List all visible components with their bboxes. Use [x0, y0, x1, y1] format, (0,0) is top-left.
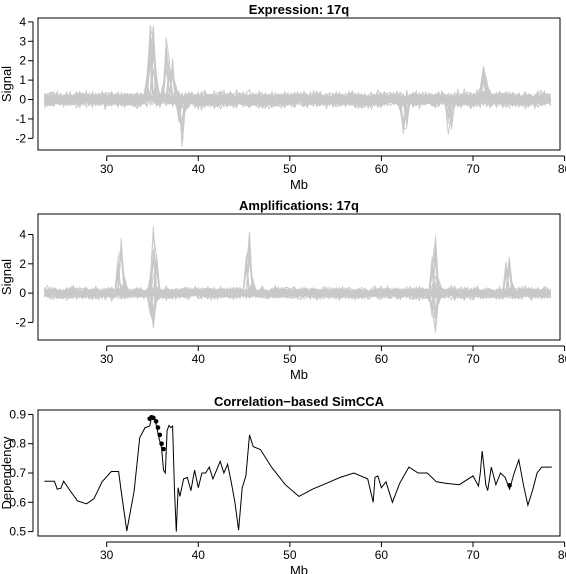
x-tick-label: 30	[100, 352, 114, 366]
profile-line	[43, 25, 552, 122]
marker-point	[157, 432, 163, 438]
y-tick-label: 4	[19, 15, 26, 29]
x-axis: 30 40 50 60 70 80	[100, 155, 566, 176]
panel-amplifications: Amplifications: 17q 30 40 50 60 70 80 Mb -2 0 2 4 Si…	[0, 198, 566, 382]
y-tick-label: 0.9	[9, 407, 26, 421]
profile-line	[43, 37, 552, 125]
x-tick-label: 60	[375, 162, 389, 176]
x-tick-label: 50	[283, 162, 297, 176]
panel-expression: Expression: 17q 30 40 50 60 70 80 Mb -2 -1 0 1 2 3 4 Si…	[0, 2, 566, 192]
x-tick-label: 50	[283, 548, 297, 562]
x-tick-label: 70	[466, 162, 480, 176]
y-tick-label: 0.7	[9, 466, 26, 480]
x-axis: 30 40 50 60 70 80	[100, 345, 566, 366]
x-axis: 30 40 50 60 70 80	[100, 541, 566, 562]
y-tick-label: 0.8	[9, 437, 26, 451]
x-tick-label: 40	[192, 162, 206, 176]
chart-title: Correlation−based SimCCA	[214, 394, 385, 409]
x-tick-label: 80	[558, 162, 566, 176]
y-tick-label: -1	[15, 112, 26, 126]
x-tick-label: 30	[100, 162, 114, 176]
x-tick-label: 70	[466, 352, 480, 366]
plot-area	[43, 226, 552, 333]
profile-line	[43, 32, 552, 116]
profile-line	[44, 25, 551, 143]
y-tick-label: 2	[19, 257, 26, 271]
y-axis-label: Signal	[0, 259, 14, 295]
x-axis-label: Mb	[290, 177, 308, 192]
plot-area	[43, 25, 552, 147]
y-tick-label: 0.5	[9, 525, 26, 539]
x-tick-label: 40	[192, 352, 206, 366]
profile-line	[44, 40, 552, 120]
marker-point	[151, 415, 156, 421]
profile-line	[44, 59, 552, 117]
y-tick-label: 1	[19, 73, 26, 87]
series-line-0	[44, 416, 552, 532]
y-tick-label: 0	[19, 93, 26, 107]
profile-line	[44, 57, 551, 123]
plot-frame	[37, 17, 561, 151]
profile-line	[44, 66, 551, 115]
profile-line	[44, 275, 551, 301]
marker-point	[155, 425, 161, 430]
marker-point	[153, 419, 159, 424]
y-axis: -2 0 2 4	[15, 228, 34, 329]
y-axis: -2 -1 0 1 2 3 4	[15, 15, 34, 145]
profile-line	[44, 30, 552, 147]
x-tick-label: 60	[375, 352, 389, 366]
y-axis-label: Signal	[0, 66, 14, 102]
x-tick-label: 80	[558, 352, 566, 366]
plot-frame	[37, 213, 561, 341]
y-tick-label: 0.6	[9, 495, 26, 509]
plot-area	[44, 415, 552, 532]
profile-line	[44, 26, 552, 121]
y-axis-label: Dependency	[0, 436, 14, 509]
y-tick-label: -2	[15, 315, 26, 329]
x-tick-label: 80	[558, 548, 566, 562]
y-tick-label: 3	[19, 34, 26, 48]
profile-line	[43, 39, 551, 126]
y-axis: 0.5 0.6 0.7 0.8 0.9	[9, 407, 34, 539]
x-tick-label: 30	[100, 548, 114, 562]
y-tick-label: 0	[19, 286, 26, 300]
marker-point	[507, 483, 512, 488]
profile-line	[44, 40, 551, 130]
x-tick-label: 50	[283, 352, 297, 366]
x-tick-label: 60	[375, 548, 389, 562]
y-tick-label: -2	[15, 131, 26, 145]
panel-simcca: Correlation−based SimCCA 30 40 50 60 70 80 Mb 0.…	[0, 394, 566, 574]
x-tick-label: 70	[466, 548, 480, 562]
y-tick-label: 2	[19, 54, 26, 68]
profile-line	[43, 231, 552, 314]
profile-line	[44, 237, 551, 315]
chart-title: Amplifications: 17q	[239, 198, 359, 213]
profile-line	[44, 238, 552, 324]
x-axis-label: Mb	[290, 563, 308, 574]
chart-title: Expression: 17q	[249, 2, 349, 17]
profile-line	[43, 47, 551, 135]
plot-frame	[37, 409, 561, 537]
y-tick-label: 4	[19, 228, 26, 242]
profile-line	[44, 33, 552, 123]
marker-point	[161, 446, 166, 452]
marker-point	[159, 441, 164, 447]
x-tick-label: 40	[192, 548, 206, 562]
x-axis-label: Mb	[290, 367, 308, 382]
